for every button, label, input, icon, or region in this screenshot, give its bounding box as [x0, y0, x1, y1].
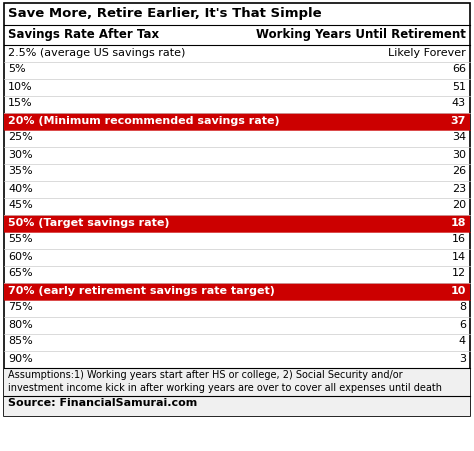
Text: 3: 3: [459, 354, 466, 364]
Text: Assumptions:1) Working years start after HS or college, 2) Social Security and/o: Assumptions:1) Working years start after…: [8, 370, 402, 380]
Text: 10%: 10%: [8, 82, 33, 92]
Text: 26: 26: [452, 166, 466, 176]
Text: investment income kick in after working years are over to cover all expenses unt: investment income kick in after working …: [8, 383, 442, 393]
Text: Working Years Until Retirement: Working Years Until Retirement: [256, 28, 466, 41]
Text: 23: 23: [452, 184, 466, 193]
Text: 37: 37: [451, 115, 466, 125]
Text: 30%: 30%: [8, 149, 33, 160]
Text: 12: 12: [452, 268, 466, 279]
Text: 15%: 15%: [8, 98, 33, 109]
Text: 55%: 55%: [8, 235, 33, 244]
Text: 65%: 65%: [8, 268, 33, 279]
Bar: [4, 396, 470, 416]
Text: 66: 66: [452, 64, 466, 74]
Text: 8: 8: [459, 303, 466, 313]
Bar: [4, 215, 470, 232]
Text: 25%: 25%: [8, 133, 33, 143]
Text: 14: 14: [452, 252, 466, 262]
Text: 16: 16: [452, 235, 466, 244]
Text: Savings Rate After Tax: Savings Rate After Tax: [8, 28, 159, 41]
Text: Likely Forever: Likely Forever: [388, 47, 466, 57]
Text: 80%: 80%: [8, 319, 33, 330]
Text: Source: FinancialSamurai.com: Source: FinancialSamurai.com: [8, 398, 197, 408]
Text: 2.5% (average US savings rate): 2.5% (average US savings rate): [8, 47, 185, 57]
Bar: [4, 283, 470, 300]
Bar: [4, 113, 470, 130]
Text: 90%: 90%: [8, 354, 33, 364]
Text: 35%: 35%: [8, 166, 33, 176]
Text: 45%: 45%: [8, 201, 33, 211]
Text: 50% (Target savings rate): 50% (Target savings rate): [8, 217, 170, 227]
Bar: [4, 368, 470, 396]
Text: 4: 4: [459, 336, 466, 346]
Text: 18: 18: [450, 217, 466, 227]
Text: 20: 20: [452, 201, 466, 211]
Text: 30: 30: [452, 149, 466, 160]
Text: 40%: 40%: [8, 184, 33, 193]
Text: 75%: 75%: [8, 303, 33, 313]
Text: 85%: 85%: [8, 336, 33, 346]
Text: 70% (early retirement savings rate target): 70% (early retirement savings rate targe…: [8, 285, 275, 295]
Text: 60%: 60%: [8, 252, 33, 262]
Text: 51: 51: [452, 82, 466, 92]
Text: Save More, Retire Earlier, It's That Simple: Save More, Retire Earlier, It's That Sim…: [8, 7, 322, 20]
Text: 6: 6: [459, 319, 466, 330]
Text: 43: 43: [452, 98, 466, 109]
Text: 10: 10: [451, 285, 466, 295]
Text: 5%: 5%: [8, 64, 26, 74]
Text: 34: 34: [452, 133, 466, 143]
Text: 20% (Minimum recommended savings rate): 20% (Minimum recommended savings rate): [8, 115, 280, 125]
